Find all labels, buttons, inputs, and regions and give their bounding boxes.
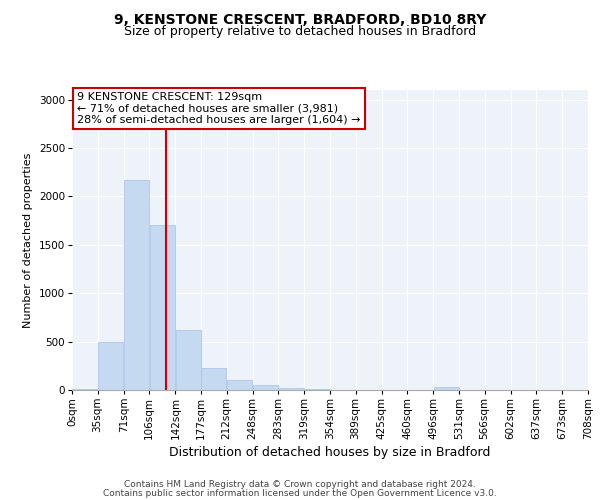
Bar bbox=[176, 330, 200, 390]
Text: 9, KENSTONE CRESCENT, BRADFORD, BD10 8RY: 9, KENSTONE CRESCENT, BRADFORD, BD10 8RY bbox=[114, 12, 486, 26]
Bar bbox=[98, 342, 124, 390]
Text: Size of property relative to detached houses in Bradford: Size of property relative to detached ho… bbox=[124, 25, 476, 38]
Bar bbox=[434, 386, 458, 390]
Bar bbox=[202, 368, 226, 390]
Text: 9 KENSTONE CRESCENT: 129sqm
← 71% of detached houses are smaller (3,981)
28% of : 9 KENSTONE CRESCENT: 129sqm ← 71% of det… bbox=[77, 92, 361, 124]
Bar bbox=[73, 389, 97, 390]
X-axis label: Distribution of detached houses by size in Bradford: Distribution of detached houses by size … bbox=[169, 446, 491, 459]
Bar bbox=[253, 385, 278, 390]
Bar bbox=[305, 389, 329, 390]
Bar bbox=[227, 380, 253, 390]
Bar bbox=[278, 388, 304, 390]
Bar bbox=[149, 226, 175, 390]
Y-axis label: Number of detached properties: Number of detached properties bbox=[23, 152, 33, 328]
Bar bbox=[124, 180, 149, 390]
Text: Contains HM Land Registry data © Crown copyright and database right 2024.: Contains HM Land Registry data © Crown c… bbox=[124, 480, 476, 489]
Text: Contains public sector information licensed under the Open Government Licence v3: Contains public sector information licen… bbox=[103, 488, 497, 498]
